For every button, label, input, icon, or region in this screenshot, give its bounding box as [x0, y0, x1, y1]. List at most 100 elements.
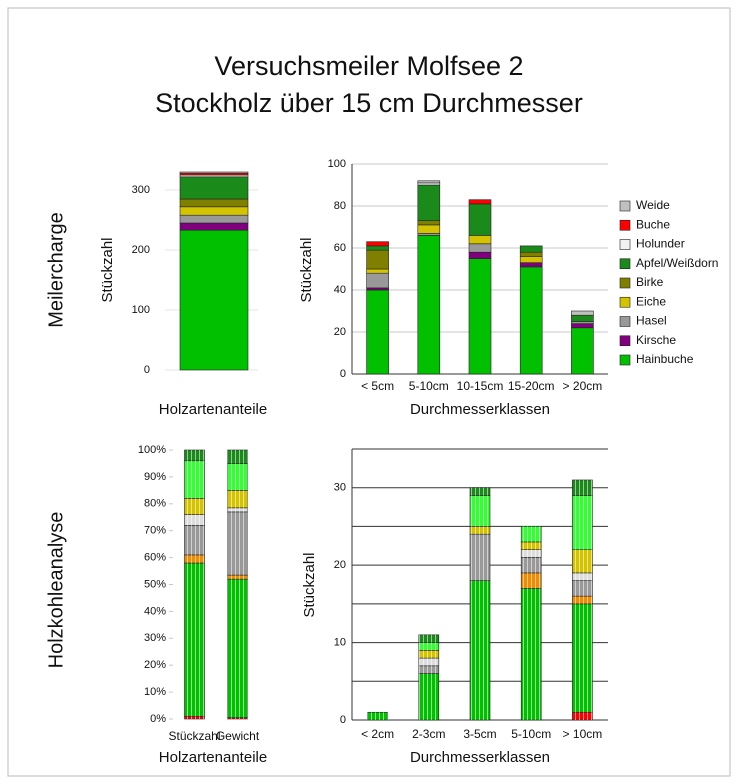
bar-texture: [418, 634, 439, 643]
y-tick-label: 20%: [144, 659, 166, 671]
y-tick-label: 0: [340, 368, 346, 380]
title-line: Stockholz über 15 cm Durchmesser: [155, 88, 583, 118]
x-axis-label: Holzartenanteile: [159, 749, 267, 766]
bar-texture: [184, 450, 205, 461]
bar-texture: [521, 557, 542, 573]
y-tick-label: 70%: [144, 525, 166, 537]
bar-segment: [571, 314, 594, 322]
bar-segment: [417, 180, 441, 184]
legend-swatch: [619, 277, 631, 289]
bar-texture: [572, 495, 593, 550]
bar-segment: [179, 214, 249, 224]
bar-texture: [227, 507, 248, 512]
legend-label: Birke: [636, 275, 664, 289]
bar-texture: [184, 525, 205, 555]
legend-label: Kirsche: [636, 333, 676, 347]
bar-segment: [179, 198, 249, 208]
x-tick-label: 15-20cm: [508, 379, 555, 393]
x-tick-label: Gewicht: [216, 729, 260, 743]
bar-segment: [468, 258, 492, 375]
bar-texture: [184, 514, 205, 526]
bar-segment: [571, 321, 594, 324]
bar-segment: [468, 199, 492, 205]
y-tick-label: 50%: [144, 578, 166, 590]
bar-texture: [521, 549, 542, 558]
bar-texture: [227, 490, 248, 508]
legend-swatch: [619, 239, 631, 250]
bar-segment: [571, 310, 594, 316]
bar-texture: [572, 603, 593, 713]
bar-texture: [184, 460, 205, 499]
x-axis-label: Durchmesserklassen: [410, 401, 550, 418]
bar-segment: [417, 184, 441, 222]
bar-segment: [179, 176, 249, 200]
bar-texture: [470, 534, 490, 581]
bar-texture: [227, 511, 248, 576]
bar-segment: [519, 251, 543, 257]
bar-texture: [418, 650, 439, 659]
bar-texture: [521, 541, 542, 550]
legend-swatch: [619, 200, 631, 212]
x-tick-label: > 20cm: [563, 379, 603, 393]
row-label: Holzkohleanalyse: [45, 512, 67, 669]
bar-segment: [417, 182, 441, 186]
legend-swatch: [619, 219, 631, 231]
x-tick-label: 5-10cm: [409, 379, 449, 393]
y-tick-label: 90%: [144, 471, 166, 483]
bar-texture: [470, 526, 490, 535]
bar-texture: [418, 673, 439, 720]
x-tick-label: 5-10cm: [511, 727, 551, 741]
bar-texture: [470, 487, 490, 496]
bar-segment: [519, 266, 543, 375]
legend-label: Hasel: [636, 314, 667, 328]
bar-texture: [572, 580, 593, 597]
bar-texture: [470, 495, 490, 527]
bar-segment: [519, 256, 543, 263]
bar-texture: [227, 575, 248, 580]
legend-swatch: [619, 316, 631, 327]
y-tick-label: 10%: [144, 686, 166, 698]
x-tick-label: > 10cm: [563, 727, 603, 741]
y-tick-label: 100%: [138, 444, 166, 456]
x-tick-label: < 2cm: [361, 727, 394, 741]
bar-texture: [572, 712, 593, 720]
y-tick-label: 100: [328, 158, 346, 170]
legend-label: Hainbuche: [636, 352, 694, 366]
title-line: Versuchsmeiler Molfsee 2: [214, 51, 523, 81]
bar-segment: [468, 235, 492, 245]
y-axis-label: Stückzahl: [301, 552, 318, 617]
legend-label: Buche: [636, 217, 670, 231]
row-label: Meilercharge: [45, 212, 67, 328]
y-tick-label: 80%: [144, 498, 166, 510]
bar-segment: [571, 323, 594, 329]
bar-segment: [519, 262, 543, 268]
bar-texture: [418, 658, 439, 666]
bar-segment: [366, 245, 389, 251]
bar-segment: [366, 289, 389, 375]
bar-texture: [184, 498, 205, 515]
bar-segment: [366, 249, 389, 270]
frame: [7, 7, 731, 777]
y-tick-label: 30: [334, 482, 346, 494]
bar-segment: [366, 241, 389, 247]
bar-segment: [417, 224, 441, 234]
bar-texture: [227, 463, 248, 491]
legend-swatch: [619, 296, 631, 308]
bar-texture: [572, 572, 593, 581]
legend-label: Eiche: [636, 294, 666, 308]
legend-swatch: [619, 258, 631, 270]
bar-segment: [468, 251, 492, 259]
bar-texture: [521, 588, 542, 720]
y-tick-label: 30%: [144, 632, 166, 644]
legend-swatch: [619, 354, 631, 366]
x-axis-label: Durchmesserklassen: [410, 749, 550, 766]
y-tick-label: 20: [334, 559, 346, 571]
bar-texture: [227, 717, 248, 719]
bar-segment: [468, 243, 492, 253]
bar-texture: [184, 716, 205, 719]
y-tick-label: 10: [334, 636, 346, 648]
bar-texture: [184, 562, 205, 717]
legend-label: Holunder: [636, 237, 685, 251]
bar-segment: [366, 287, 389, 291]
